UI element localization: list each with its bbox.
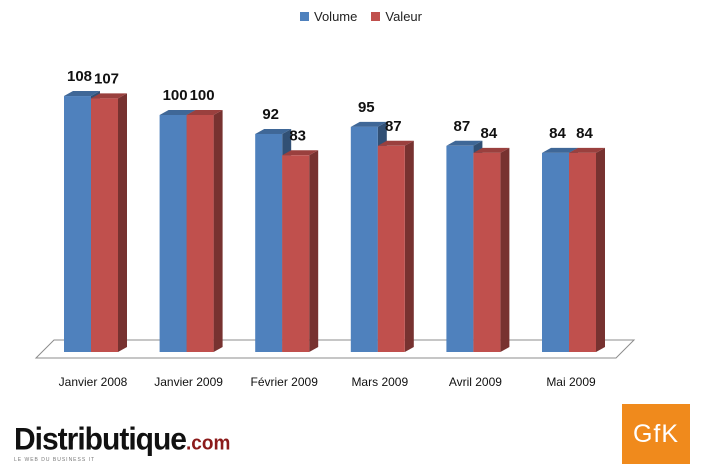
- value-label-valeur: 83: [289, 127, 306, 144]
- bar-side-valeur: [596, 147, 605, 352]
- gfk-logo-text: GfK: [632, 419, 680, 448]
- bar-side-valeur: [213, 110, 223, 352]
- distributique-tld: .com: [186, 432, 231, 455]
- bar-top-valeur: [91, 93, 127, 99]
- bar-top-valeur: [282, 150, 319, 156]
- legend-label-valeur: Valeur: [385, 9, 422, 24]
- bar-side-valeur: [404, 140, 414, 352]
- value-label-volume: 92: [262, 106, 279, 123]
- value-label-volume: 87: [454, 118, 471, 135]
- bar-volume: [542, 152, 569, 352]
- distributique-tagline: LE WEB DU BUSINESS IT: [14, 457, 96, 463]
- bar-side-valeur: [118, 93, 127, 352]
- bar-top-valeur: [377, 140, 414, 146]
- chart-bars: [64, 91, 605, 352]
- legend-item-volume: Volume: [300, 9, 357, 24]
- bar-volume: [64, 96, 91, 352]
- bar-volume: [255, 133, 283, 352]
- bar-top-volume: [446, 140, 483, 146]
- bar-top-volume: [542, 147, 578, 153]
- bar-top-valeur: [569, 147, 605, 153]
- value-label-volume: 84: [549, 125, 566, 142]
- bar-valeur: [377, 145, 405, 352]
- distributique-brand: Distributique: [14, 422, 187, 457]
- category-label: Mars 2009: [351, 375, 408, 389]
- distributique-logo: Distributique.com LE WEB DU BUSINESS IT: [14, 422, 231, 465]
- value-label-valeur: 87: [385, 118, 402, 135]
- chart-labels: 108 107 Janvier 2008 100 100 Janvier 2009 92 83…: [59, 68, 596, 389]
- bar-valeur: [186, 115, 214, 352]
- value-label-valeur: 84: [481, 125, 498, 142]
- bar-volume: [350, 126, 378, 352]
- chart-legend: Volume Valeur: [300, 9, 436, 24]
- bar-side-valeur: [309, 150, 319, 352]
- bar-volume: [446, 145, 474, 352]
- bar-top-volume: [255, 128, 292, 134]
- category-label: Avril 2009: [449, 375, 502, 389]
- category-label: Mai 2009: [546, 375, 596, 389]
- bar-volume: [159, 115, 187, 352]
- gfk-logo: GfK: [622, 404, 690, 464]
- category-label: Janvier 2009: [154, 375, 223, 389]
- bar-valeur: [282, 155, 310, 352]
- bar-top-volume: [159, 110, 196, 115]
- value-label-volume: 95: [358, 99, 375, 116]
- legend-swatch-volume: [300, 12, 309, 21]
- bar-top-volume: [350, 121, 387, 127]
- bar-top-volume: [64, 91, 100, 97]
- category-label: Février 2009: [251, 375, 319, 389]
- bar-valeur: [473, 152, 501, 352]
- value-label-volume: 108: [67, 68, 92, 85]
- legend-swatch-valeur: [371, 12, 381, 21]
- value-label-valeur: 84: [576, 125, 593, 142]
- bar-valeur: [569, 152, 596, 352]
- bar-top-valeur: [473, 147, 510, 153]
- value-label-valeur: 107: [94, 70, 119, 87]
- legend-label-volume: Volume: [314, 9, 358, 24]
- category-label: Janvier 2008: [59, 375, 128, 389]
- bar-valeur: [91, 98, 118, 352]
- value-label-volume: 100: [163, 87, 188, 104]
- bar-chart: 108 107 Janvier 2008 100 100 Janvier 2009 92 83…: [34, 68, 636, 389]
- bar-side-valeur: [500, 147, 510, 352]
- bar-top-valeur: [186, 110, 223, 115]
- legend-item-valeur: Valeur: [371, 9, 422, 24]
- value-label-valeur: 100: [190, 87, 215, 104]
